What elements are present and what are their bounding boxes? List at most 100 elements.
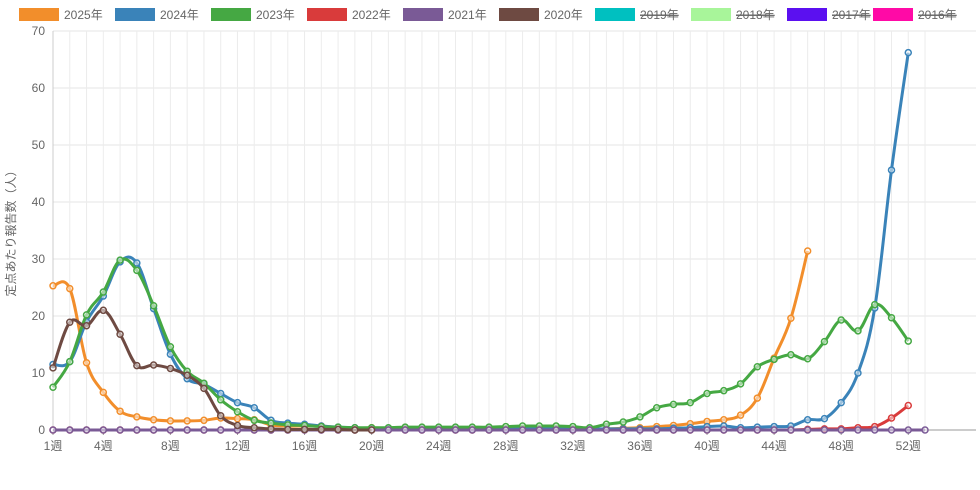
data-point[interactable] — [870, 300, 879, 309]
data-point[interactable] — [753, 426, 762, 434]
data-point[interactable] — [770, 355, 778, 364]
data-point[interactable] — [149, 301, 158, 310]
data-point[interactable] — [250, 423, 258, 432]
data-point[interactable] — [66, 357, 74, 366]
data-point[interactable] — [133, 426, 141, 434]
data-point[interactable] — [652, 426, 661, 434]
data-point[interactable] — [502, 426, 510, 434]
data-point[interactable] — [837, 398, 845, 407]
data-point[interactable] — [887, 166, 896, 174]
data-point[interactable] — [284, 425, 292, 434]
data-point[interactable] — [787, 351, 795, 359]
data-point[interactable] — [216, 426, 225, 434]
data-point[interactable] — [116, 426, 124, 434]
data-point[interactable] — [720, 386, 728, 395]
data-point[interactable] — [820, 337, 829, 346]
data-point[interactable] — [720, 426, 728, 434]
data-point[interactable] — [753, 394, 762, 402]
data-point[interactable] — [99, 426, 108, 434]
data-point[interactable] — [250, 416, 258, 425]
legend-item-2022年[interactable]: 2022年 — [307, 8, 391, 22]
legend-item-2020年[interactable]: 2020年 — [499, 8, 583, 22]
data-point[interactable] — [216, 396, 225, 404]
data-point[interactable] — [686, 398, 695, 407]
data-point[interactable] — [837, 316, 845, 324]
data-point[interactable] — [753, 362, 762, 371]
data-point[interactable] — [116, 256, 124, 264]
data-point[interactable] — [183, 417, 191, 425]
data-point[interactable] — [133, 361, 141, 370]
data-point[interactable] — [82, 426, 91, 434]
data-point[interactable] — [99, 288, 108, 296]
data-point[interactable] — [485, 426, 493, 434]
data-point[interactable] — [468, 426, 476, 434]
data-point[interactable] — [837, 426, 845, 434]
data-point[interactable] — [149, 361, 158, 369]
data-point[interactable] — [418, 426, 426, 434]
data-point[interactable] — [82, 358, 91, 367]
data-point[interactable] — [854, 426, 862, 434]
legend-item-2019年[interactable]: 2019年 — [595, 8, 679, 22]
data-point[interactable] — [686, 426, 695, 434]
data-point[interactable] — [300, 425, 309, 434]
data-point[interactable] — [434, 426, 443, 434]
data-point[interactable] — [49, 282, 57, 290]
data-point[interactable] — [49, 383, 57, 391]
data-point[interactable] — [183, 426, 191, 434]
data-point[interactable] — [652, 404, 661, 412]
data-point[interactable] — [133, 259, 141, 267]
legend-item-2023年[interactable]: 2023年 — [211, 8, 295, 22]
data-point[interactable] — [619, 426, 627, 434]
data-point[interactable] — [384, 426, 393, 434]
data-point[interactable] — [887, 426, 896, 434]
data-point[interactable] — [149, 415, 158, 424]
data-point[interactable] — [787, 314, 795, 323]
data-point[interactable] — [367, 426, 376, 434]
data-point[interactable] — [602, 426, 611, 434]
data-point[interactable] — [854, 369, 862, 377]
data-point[interactable] — [200, 384, 208, 393]
data-point[interactable] — [736, 411, 745, 419]
data-point[interactable] — [116, 330, 124, 338]
legend-item-2025年[interactable]: 2025年 — [19, 8, 103, 22]
data-point[interactable] — [317, 425, 326, 434]
data-point[interactable] — [216, 412, 225, 420]
data-point[interactable] — [116, 407, 124, 415]
data-point[interactable] — [66, 318, 74, 327]
data-point[interactable] — [535, 426, 544, 434]
data-point[interactable] — [736, 426, 745, 434]
data-point[interactable] — [99, 306, 108, 315]
data-point[interactable] — [921, 426, 929, 434]
data-point[interactable] — [518, 426, 527, 434]
data-point[interactable] — [233, 398, 242, 407]
data-point[interactable] — [870, 426, 879, 434]
data-point[interactable] — [720, 415, 728, 424]
data-point[interactable] — [854, 327, 862, 335]
data-point[interactable] — [233, 414, 242, 423]
data-point[interactable] — [49, 364, 57, 372]
data-point[interactable] — [166, 426, 175, 434]
data-point[interactable] — [636, 426, 644, 434]
data-point[interactable] — [803, 415, 812, 424]
legend-item-2021年[interactable]: 2021年 — [403, 8, 487, 22]
data-point[interactable] — [803, 355, 812, 363]
data-point[interactable] — [904, 426, 913, 434]
data-point[interactable] — [351, 426, 359, 434]
legend-item-2024年[interactable]: 2024年 — [115, 8, 199, 22]
data-point[interactable] — [133, 413, 141, 421]
data-point[interactable] — [669, 400, 678, 409]
data-point[interactable] — [99, 388, 108, 397]
data-point[interactable] — [233, 421, 242, 430]
data-point[interactable] — [569, 426, 577, 434]
data-point[interactable] — [250, 404, 258, 412]
data-point[interactable] — [49, 426, 57, 434]
data-point[interactable] — [669, 426, 678, 434]
data-point[interactable] — [770, 426, 778, 434]
data-point[interactable] — [267, 425, 275, 433]
data-point[interactable] — [166, 364, 175, 373]
data-point[interactable] — [451, 426, 460, 434]
data-point[interactable] — [166, 343, 175, 351]
data-point[interactable] — [787, 426, 795, 434]
data-point[interactable] — [703, 389, 711, 398]
data-point[interactable] — [736, 380, 745, 388]
